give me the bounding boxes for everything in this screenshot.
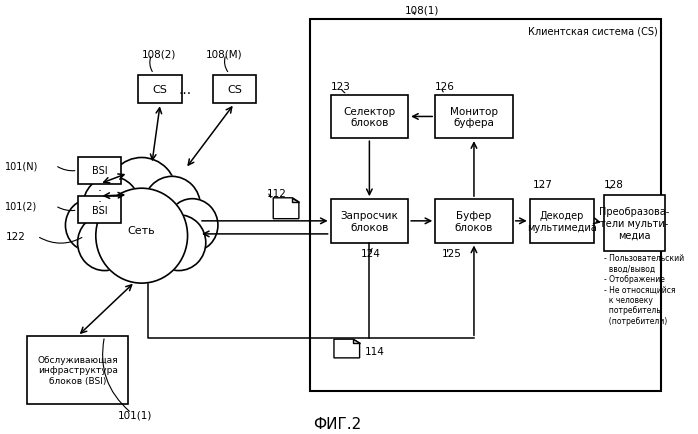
FancyBboxPatch shape bbox=[604, 195, 664, 252]
Text: 122: 122 bbox=[6, 232, 25, 241]
Text: - Пользовательский
  ввод/вывод
- Отображение
- Не относящийся
  к человеку
  по: - Пользовательский ввод/вывод - Отображе… bbox=[604, 254, 684, 325]
Text: 127: 127 bbox=[533, 180, 553, 189]
Polygon shape bbox=[273, 198, 299, 219]
FancyBboxPatch shape bbox=[331, 95, 408, 139]
Text: 108(2): 108(2) bbox=[142, 49, 176, 59]
Text: CS: CS bbox=[227, 85, 242, 95]
Text: Запросчик
блоков: Запросчик блоков bbox=[341, 210, 399, 232]
Text: 112: 112 bbox=[267, 188, 286, 198]
Ellipse shape bbox=[83, 177, 140, 235]
Text: 101(1): 101(1) bbox=[118, 410, 152, 419]
Ellipse shape bbox=[151, 215, 206, 271]
Ellipse shape bbox=[144, 177, 200, 235]
Text: ·
·
·: · · · bbox=[98, 184, 102, 219]
Text: Обслуживающая
инфраструктура
блоков (BSI): Обслуживающая инфраструктура блоков (BSI… bbox=[37, 355, 118, 385]
Polygon shape bbox=[292, 198, 299, 202]
Text: 101(N): 101(N) bbox=[6, 161, 39, 171]
Text: Преобразова-
тели мульти-
медиа: Преобразова- тели мульти- медиа bbox=[599, 207, 669, 240]
Text: 101(2): 101(2) bbox=[6, 201, 38, 211]
Text: Декодер
мультимедиа: Декодер мультимедиа bbox=[527, 210, 597, 232]
Text: Сеть: Сеть bbox=[128, 225, 156, 235]
Ellipse shape bbox=[107, 158, 177, 230]
Text: Монитор
буфера: Монитор буфера bbox=[450, 106, 498, 128]
Text: BSI: BSI bbox=[91, 205, 107, 215]
Text: Селектор
блоков: Селектор блоков bbox=[343, 106, 396, 128]
Ellipse shape bbox=[167, 199, 218, 252]
FancyBboxPatch shape bbox=[530, 200, 594, 243]
Text: 114: 114 bbox=[364, 347, 384, 356]
FancyBboxPatch shape bbox=[138, 76, 182, 104]
FancyBboxPatch shape bbox=[27, 336, 128, 404]
Ellipse shape bbox=[77, 215, 131, 271]
Text: 128: 128 bbox=[604, 180, 624, 189]
Text: 123: 123 bbox=[331, 82, 350, 92]
FancyBboxPatch shape bbox=[77, 158, 121, 184]
FancyBboxPatch shape bbox=[435, 200, 513, 243]
Text: BSI: BSI bbox=[91, 166, 107, 176]
Text: ФИГ.2: ФИГ.2 bbox=[313, 416, 362, 431]
Ellipse shape bbox=[96, 189, 188, 283]
Polygon shape bbox=[334, 339, 359, 358]
FancyBboxPatch shape bbox=[212, 76, 256, 104]
Text: Буфер
блоков: Буфер блоков bbox=[455, 210, 493, 232]
FancyBboxPatch shape bbox=[77, 197, 121, 224]
Text: 124: 124 bbox=[361, 249, 381, 259]
FancyBboxPatch shape bbox=[311, 20, 661, 391]
Text: 126: 126 bbox=[435, 82, 455, 92]
Text: ...: ... bbox=[179, 83, 192, 97]
FancyBboxPatch shape bbox=[331, 200, 408, 243]
Polygon shape bbox=[353, 339, 359, 344]
Text: CS: CS bbox=[153, 85, 168, 95]
Text: 108(M): 108(M) bbox=[206, 49, 242, 59]
Ellipse shape bbox=[66, 199, 117, 252]
FancyBboxPatch shape bbox=[435, 95, 513, 139]
Text: 108(1): 108(1) bbox=[405, 6, 439, 16]
Text: 125: 125 bbox=[442, 249, 462, 259]
Text: Клиентская система (CS): Клиентская система (CS) bbox=[528, 26, 658, 36]
